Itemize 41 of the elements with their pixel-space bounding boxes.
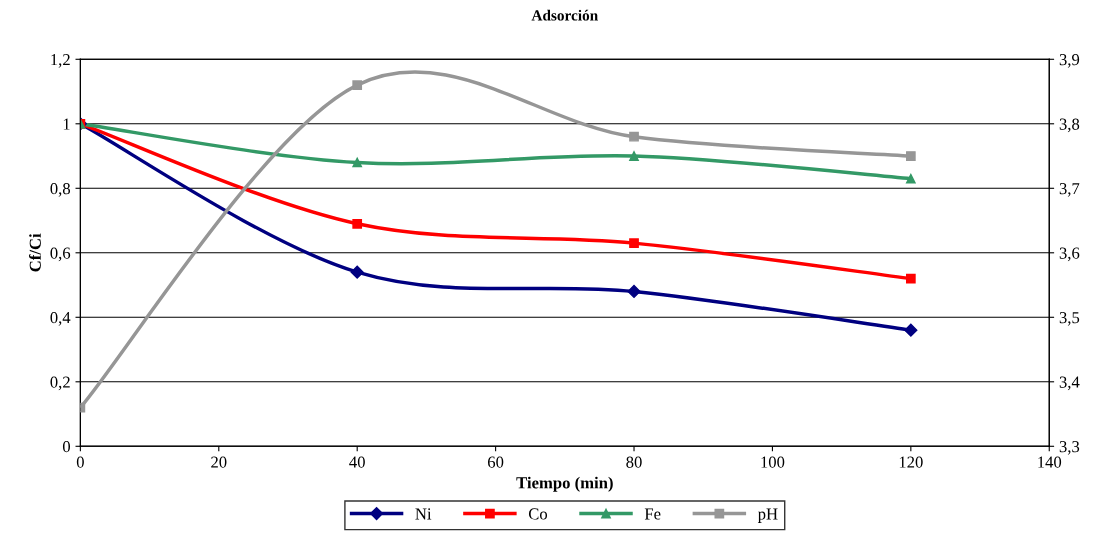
x-tick-label: 100: [761, 456, 785, 468]
x-tick-label: 0: [76, 456, 84, 468]
point: [352, 157, 363, 168]
legend-label: pH: [757, 508, 778, 523]
x-tick-label: 120: [899, 456, 923, 468]
y2-tick-label: 3,7: [1059, 183, 1080, 197]
y-tick-label: 0,8: [50, 182, 71, 197]
y2-tick-label: 3,5: [1059, 312, 1080, 326]
y-axis-title: Cf/Ci: [28, 233, 41, 272]
y2-tick-label: 3,8: [1059, 118, 1080, 133]
x-tick-label: 40: [349, 456, 365, 468]
y-tick-label: 0,4: [50, 311, 71, 326]
x-tick-label: 20: [211, 456, 227, 468]
x-tick-label: 80: [626, 456, 642, 468]
x-tick-label: 60: [487, 456, 504, 468]
point: [904, 323, 918, 337]
legend-label: Co: [528, 508, 548, 520]
y-tick-label: 0: [62, 440, 71, 453]
legend-label: Ni: [415, 508, 432, 520]
y-tick-label: 1,2: [51, 54, 70, 68]
y2-tick-label: 3,3: [1059, 441, 1080, 455]
y-tick-label: 0,2: [50, 376, 70, 391]
x-axis-title: Tiempo (min): [516, 476, 613, 492]
point: [629, 131, 639, 142]
point: [629, 238, 639, 248]
point: [905, 173, 916, 184]
point: [352, 80, 363, 90]
point: [352, 218, 363, 229]
point: [905, 273, 916, 284]
y2-tick-label: 3,6: [1059, 247, 1080, 262]
y-tick-label: 0,6: [50, 247, 71, 262]
chart-title: Adsorción: [531, 9, 598, 21]
point: [905, 151, 916, 161]
y2-tick-label: 3,4: [1059, 376, 1080, 391]
y-tick-label: 1: [63, 118, 70, 130]
point: [627, 284, 641, 299]
point: [350, 265, 364, 279]
y2-tick-label: 3,9: [1059, 54, 1080, 68]
legend-label: Fe: [644, 508, 661, 520]
point: [629, 151, 639, 161]
x-tick-label: 140: [1038, 456, 1062, 468]
